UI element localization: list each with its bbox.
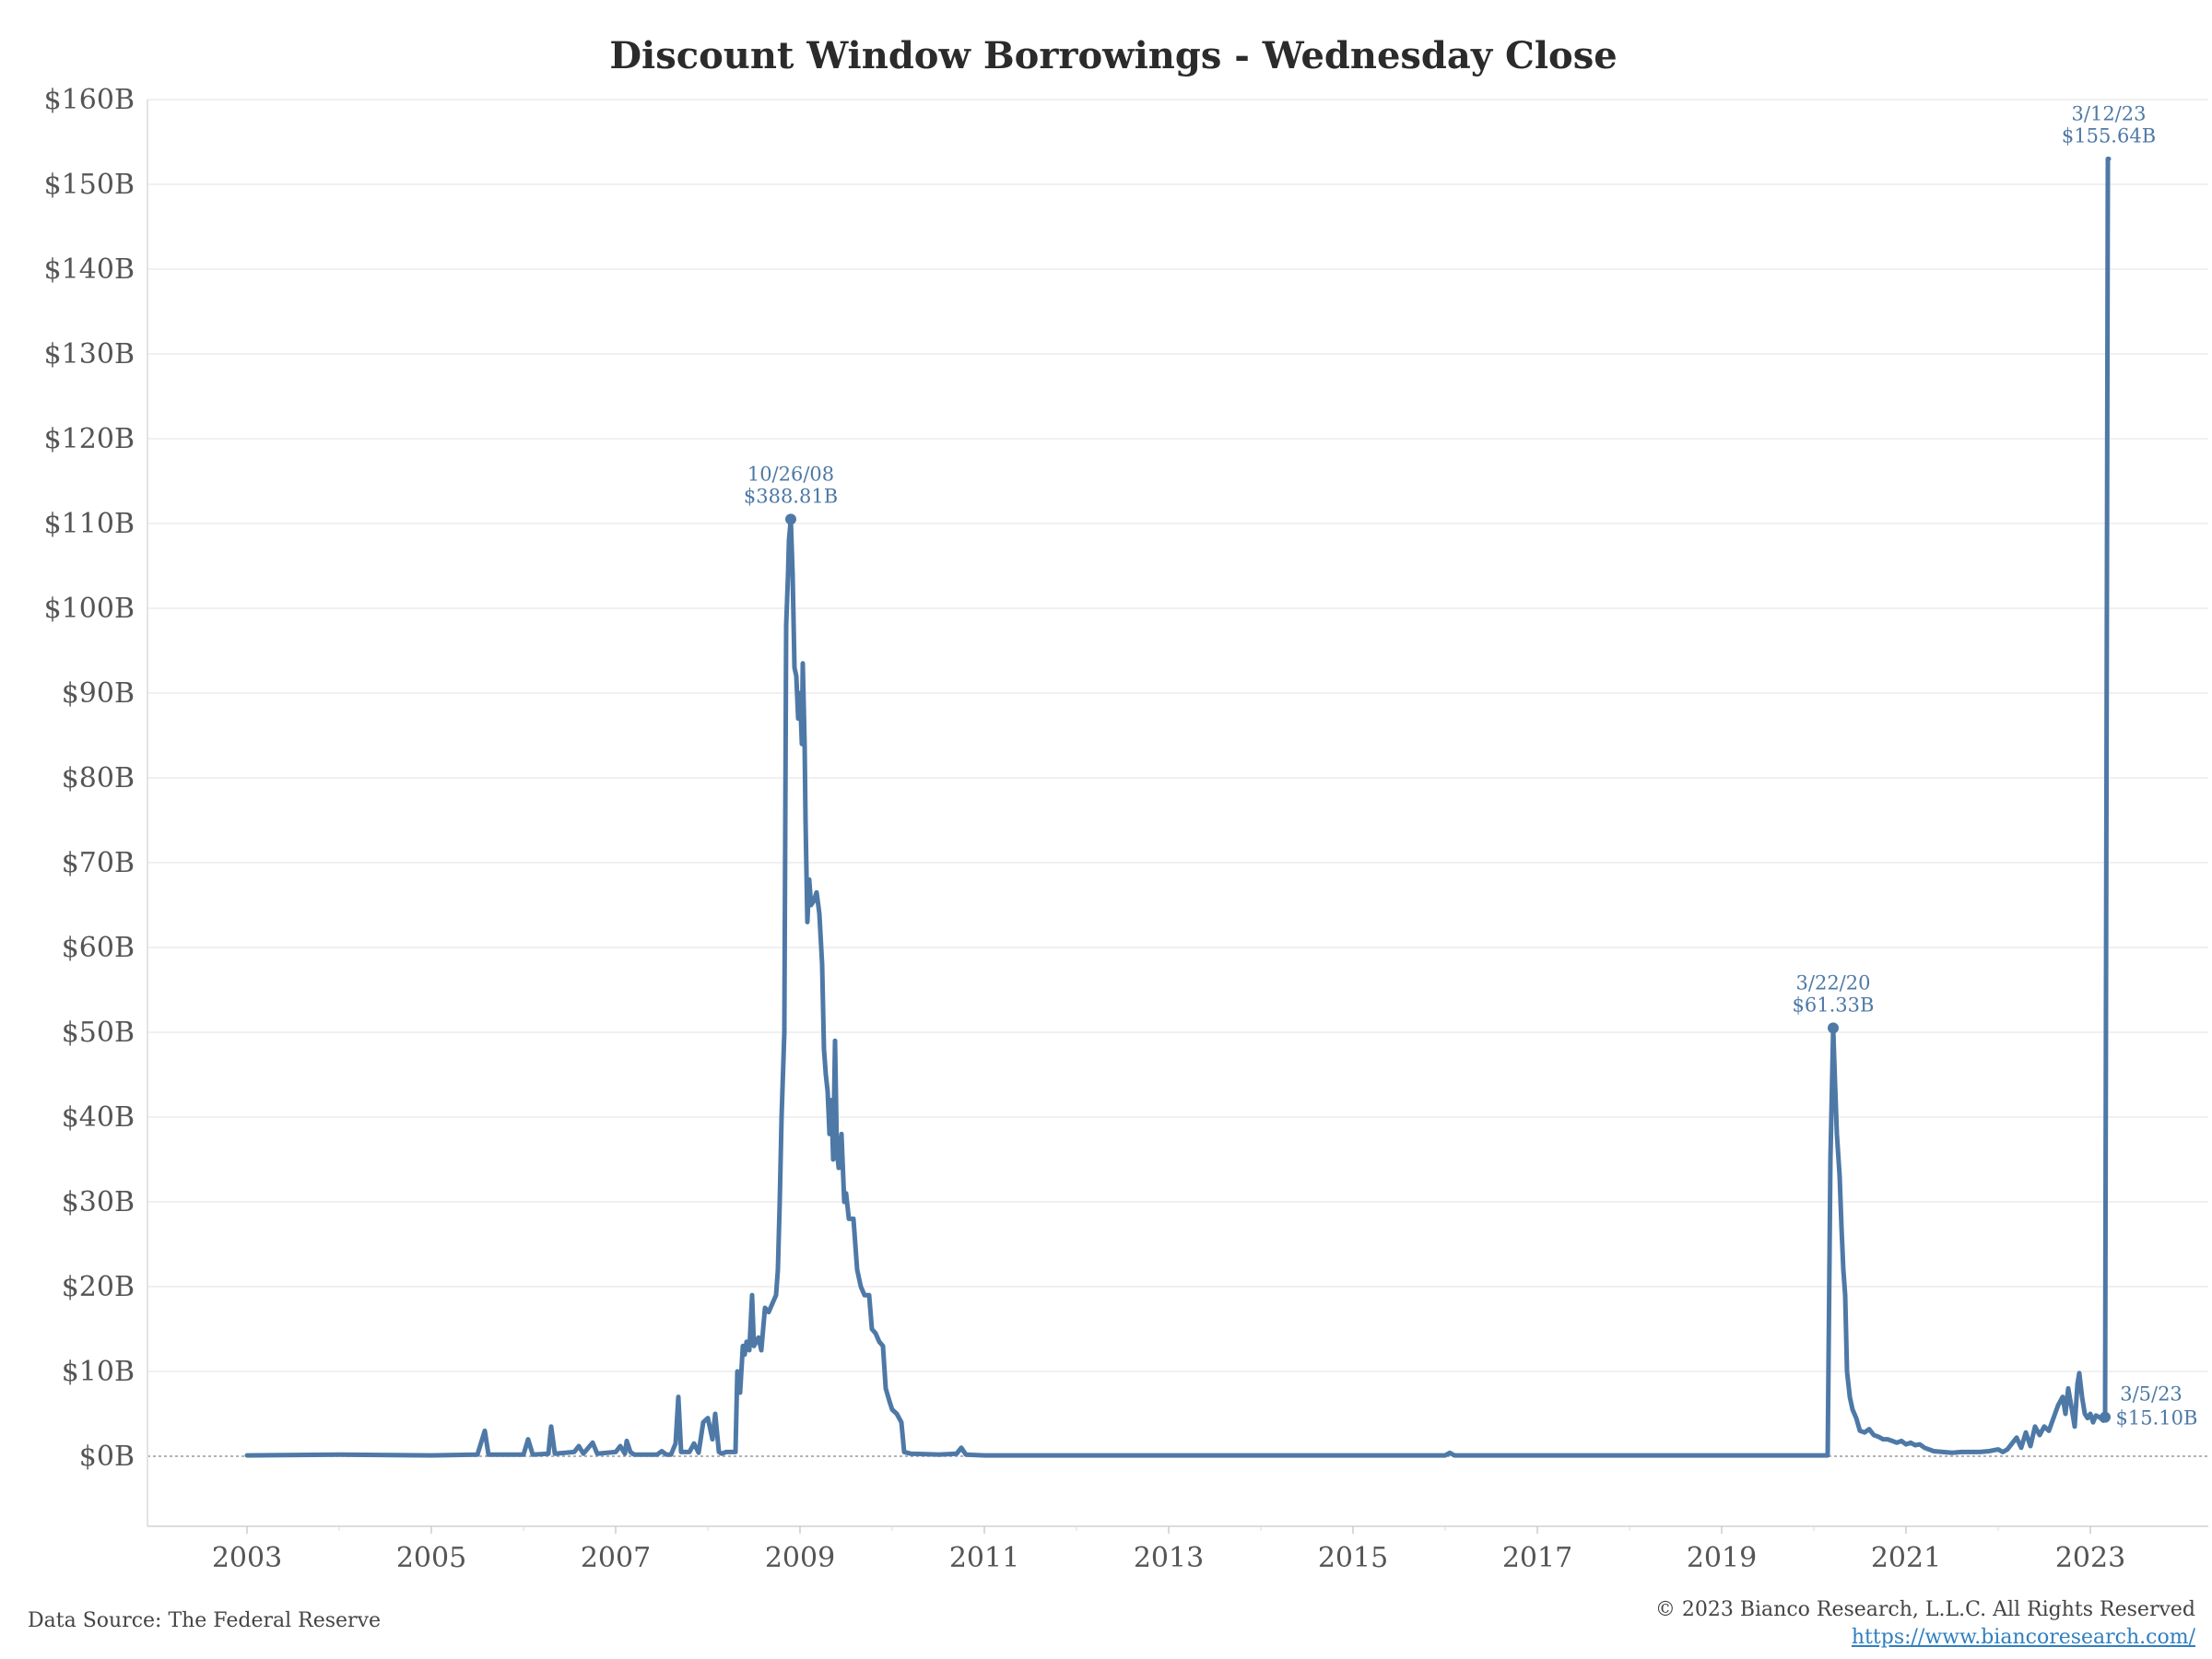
annotation-value: $155.64B xyxy=(2062,124,2156,147)
y-tick-label: $100B xyxy=(44,593,135,625)
x-tick-label: 2021 xyxy=(1871,1542,1941,1574)
axes xyxy=(147,100,2208,1527)
website-link[interactable]: https://www.biancoresearch.com/ xyxy=(1851,1626,2195,1649)
annotation-value: $15.10B xyxy=(2116,1407,2198,1430)
y-tick-label: $120B xyxy=(44,423,135,455)
annotation-marker xyxy=(785,513,796,525)
x-tick-label: 2015 xyxy=(1318,1542,1388,1574)
x-tick-label: 2019 xyxy=(1687,1542,1757,1574)
y-tick-label: $80B xyxy=(62,762,135,794)
annotation-date: 3/22/20 xyxy=(1796,971,1871,994)
y-tick-label: $150B xyxy=(44,169,135,201)
annotation-date: 10/26/08 xyxy=(747,463,834,485)
annotations: 10/26/08$388.81B3/22/20$61.33B3/12/23$15… xyxy=(744,102,2198,1429)
footer-credits: © 2023 Bianco Research, L.L.C. All Right… xyxy=(1655,1596,2195,1652)
y-tick-label: $60B xyxy=(62,932,135,964)
x-tick-label: 2009 xyxy=(765,1542,835,1574)
x-tick-label: 2003 xyxy=(212,1542,282,1574)
chart-title: Discount Window Borrowings - Wednesday C… xyxy=(609,34,1617,77)
y-tick-label: $50B xyxy=(62,1017,135,1049)
x-axis-ticks: 2003 2005 2007 2009 2011 2013 2015 2017 2019 2021… xyxy=(212,1526,2125,1574)
x-tick-label: 2013 xyxy=(1134,1542,1204,1574)
y-tick-label: $110B xyxy=(44,508,135,540)
y-tick-label: $0B xyxy=(79,1441,135,1473)
grid-lines xyxy=(147,99,2208,1457)
y-axis-ticks: $0B $10B $20B $30B $40B $50B $60B $70B $80B $90B $… xyxy=(44,84,135,1473)
series-line xyxy=(244,156,2112,1458)
x-tick-label: 2023 xyxy=(2055,1542,2125,1574)
annotation-marker xyxy=(1828,1022,1839,1034)
series-layer xyxy=(244,156,2112,1458)
annotation-date: 3/12/23 xyxy=(2072,102,2147,124)
y-tick-label: $90B xyxy=(62,677,135,710)
y-tick-label: $10B xyxy=(62,1356,135,1388)
y-tick-label: $160B xyxy=(44,84,135,116)
annotation-date: 3/5/23 xyxy=(2120,1383,2183,1406)
x-tick-label: 2005 xyxy=(396,1542,466,1574)
y-tick-label: $130B xyxy=(44,338,135,371)
data-source-note: Data Source: The Federal Reserve xyxy=(28,1609,382,1632)
annotation-value: $61.33B xyxy=(1793,994,1875,1016)
annotation-value: $388.81B xyxy=(744,485,838,507)
x-tick-label: 2007 xyxy=(581,1542,651,1574)
annotation-marker xyxy=(2100,1411,2111,1423)
y-tick-label: $20B xyxy=(62,1271,135,1303)
y-tick-label: $140B xyxy=(44,253,135,286)
x-tick-label: 2011 xyxy=(949,1542,1019,1574)
y-tick-label: $70B xyxy=(62,847,135,879)
y-tick-label: $30B xyxy=(62,1186,135,1218)
x-tick-label: 2017 xyxy=(1502,1542,1572,1574)
y-tick-label: $40B xyxy=(62,1101,135,1134)
copyright-text: © 2023 Bianco Research, L.L.C. All Right… xyxy=(1654,1598,2195,1621)
